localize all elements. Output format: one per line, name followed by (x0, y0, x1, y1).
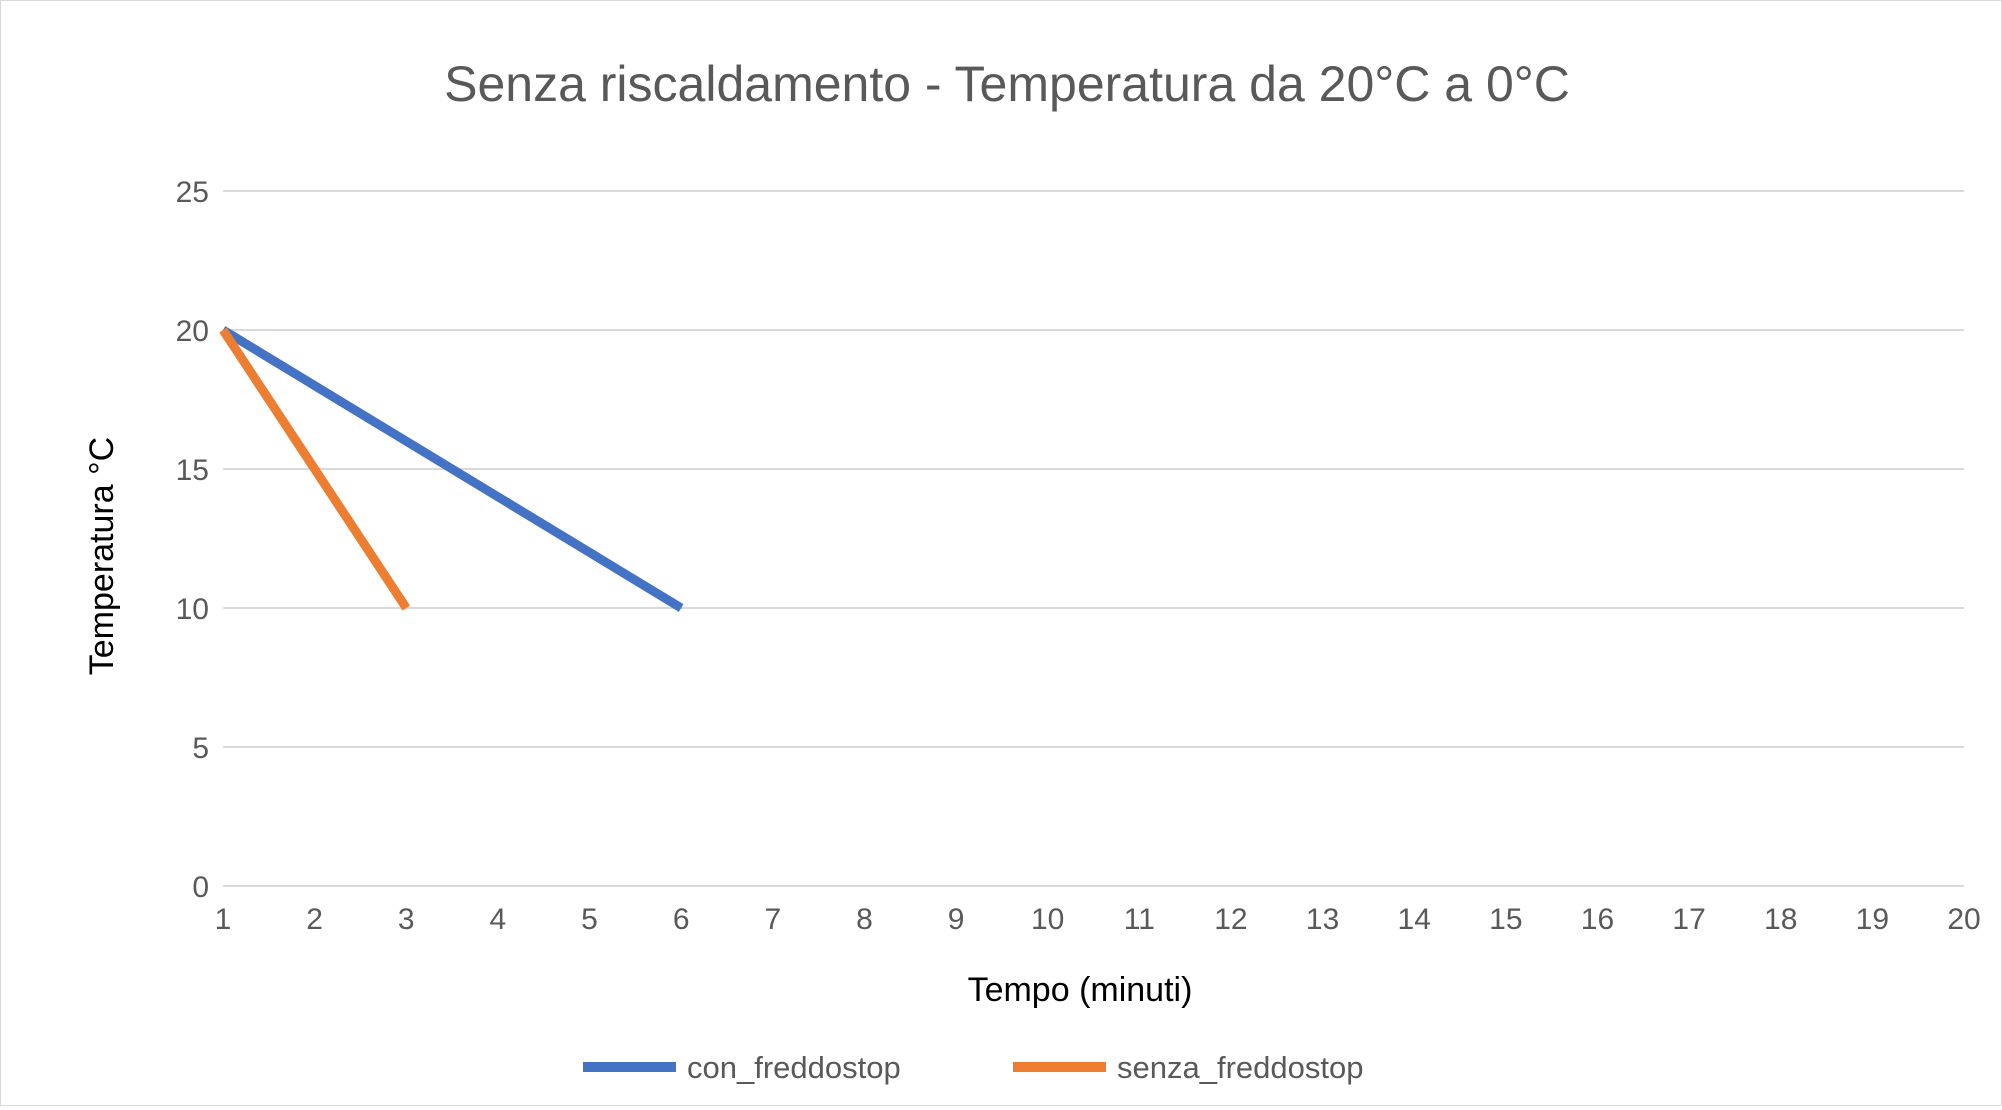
x-tick-label: 7 (764, 903, 781, 936)
x-tick-label: 5 (581, 903, 598, 936)
gridlines (223, 190, 1964, 887)
x-tick-label: 11 (1124, 903, 1155, 936)
x-tick-label: 15 (1489, 903, 1522, 936)
x-tick-label: 10 (1031, 903, 1064, 936)
series-lines (219, 326, 684, 612)
legend-label-senza-freddostop: senza_freddostop (1117, 1050, 1363, 1085)
y-tick-label: 25 (176, 176, 209, 209)
data-point (405, 440, 407, 442)
chart-title: Senza riscaldamento - Temperatura da 20°… (444, 56, 1570, 112)
y-tick-label: 15 (176, 454, 209, 487)
x-tick-label: 1 (215, 903, 232, 936)
x-tick-label: 14 (1398, 903, 1431, 936)
data-point (314, 468, 316, 470)
x-tick-label: 18 (1764, 903, 1797, 936)
data-point (589, 551, 591, 553)
y-axis-title: Temperatura °C (83, 437, 121, 675)
legend-item-senza-freddostop: senza_freddostop (1013, 1050, 1363, 1085)
x-tick-label: 13 (1306, 903, 1339, 936)
x-tick-label: 19 (1856, 903, 1889, 936)
y-tick-label: 10 (176, 593, 209, 626)
x-tick-label: 6 (673, 903, 690, 936)
x-axis-title: Tempo (minuti) (968, 971, 1193, 1009)
y-tick-label: 0 (192, 871, 209, 904)
x-tick-label: 8 (856, 903, 873, 936)
y-tick-label: 5 (192, 732, 209, 765)
y-tick-label: 20 (176, 315, 209, 348)
legend: con_freddostop senza_freddostop (583, 1050, 1363, 1085)
data-point (314, 385, 316, 387)
y-tick-labels: 0 5 10 15 20 25 (176, 176, 209, 904)
series-line-con-freddostop (220, 326, 684, 612)
data-point (405, 607, 407, 609)
x-tick-label: 20 (1947, 903, 1980, 936)
x-tick-label: 3 (398, 903, 415, 936)
data-point (680, 607, 682, 609)
x-tick-label: 12 (1214, 903, 1247, 936)
data-point (222, 329, 224, 331)
data-point (497, 496, 499, 498)
legend-item-con-freddostop: con_freddostop (583, 1050, 901, 1085)
x-tick-label: 9 (948, 903, 965, 936)
legend-label-con-freddostop: con_freddostop (687, 1050, 901, 1085)
x-tick-label: 17 (1672, 903, 1705, 936)
x-tick-label: 4 (490, 903, 507, 936)
x-tick-labels: 1 2 3 4 5 6 7 8 9 10 11 12 13 14 15 16 17 18 19 20 (215, 903, 1981, 936)
x-tick-label: 16 (1581, 903, 1614, 936)
x-tick-label: 2 (306, 903, 323, 936)
